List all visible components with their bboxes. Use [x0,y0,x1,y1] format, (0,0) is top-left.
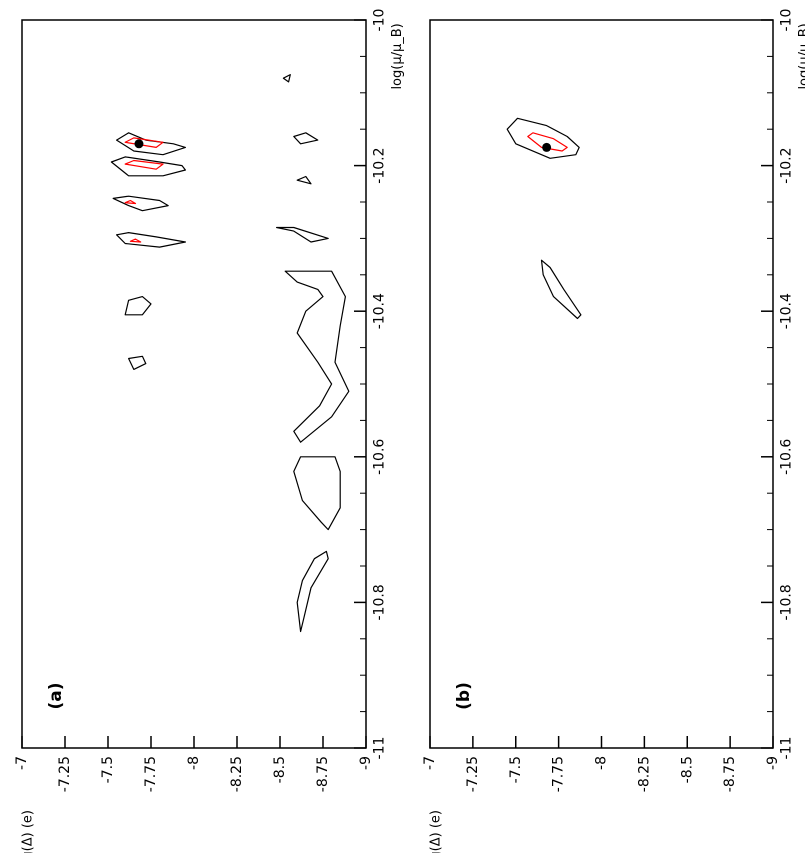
y-tick-label: -8 [594,756,610,770]
contour-inner [124,137,164,148]
x-tick-label: -10.2 [779,147,795,183]
x-tick-label: -10.4 [372,293,388,329]
contour-outer [293,456,341,531]
panel-label: (b) [454,682,474,710]
y-tick-label: -7.5 [508,756,524,783]
y-tick-label: -8.5 [679,756,695,783]
y-tick-label: -8.5 [272,756,288,783]
plot-frame [429,19,774,749]
x-tick-label: -11 [372,737,388,760]
y-tick-label: -7.75 [551,756,567,792]
contour-outer [540,259,582,320]
contour-outer [124,296,152,316]
panel-label: (a) [46,682,66,709]
contour-outer [284,270,350,443]
x-tick-label: -11 [779,737,795,760]
contour-outer [115,232,186,248]
contour-outer [112,195,169,212]
x-tick-label: -10.6 [779,439,795,475]
x-axis-label: log(μ/μ_B) [797,23,805,89]
contour-outer [110,156,186,177]
y-tick-label: -9 [358,756,374,770]
y-tick-label: -8.25 [636,756,652,792]
x-tick-label: -10.6 [372,439,388,475]
y-tick-label: -8.75 [315,756,331,792]
x-tick-label: -10.4 [779,293,795,329]
x-tick-label: -10 [372,9,388,32]
plot-frame [21,19,367,749]
y-tick-label: -9 [765,756,781,770]
y-tick-label: -7.5 [100,756,116,783]
contour-outer [128,355,147,370]
x-tick-label: -10.8 [779,584,795,620]
contour-outer [506,117,580,159]
contour-outer [293,132,319,145]
contour-outer [276,226,329,243]
y-tick-label: -7.25 [465,756,481,792]
best-fit-marker [134,139,144,149]
contour-inner [124,199,137,205]
contour-inner [124,159,164,170]
contour-inner [129,238,142,243]
contour-outer [296,550,329,633]
panel-a: -11 -10.8 -10.6 -10.4 -10.2 -10 -7 -7.25 -7.5 -7.… [14,9,405,853]
y-tick-label: -8.25 [229,756,245,792]
contour-outer [282,73,291,83]
x-tick-label: -10 [779,9,795,32]
best-fit-marker [542,142,552,152]
x-tick-label: -10.2 [372,147,388,183]
y-tick-label: -7.25 [57,756,73,792]
y-tick-label: -8 [186,756,202,770]
y-axis-label: log(Δ) (e) [21,810,36,853]
contour-outer [296,175,312,185]
contour-inner [527,132,568,152]
x-tick-label: -10.8 [372,584,388,620]
contour-outer [115,132,186,156]
x-axis-label: log(μ/μ_B) [390,23,405,89]
y-tick-label: -7.75 [143,756,159,792]
y-tick-label: -7 [14,756,30,770]
y-axis-label: log(Δ) (e) [429,810,444,853]
panel-b: -11 -10.8 -10.6 -10.4 -10.2 -10 -7 -7.25 -7.5 -7.… [422,9,805,853]
y-tick-label: -7 [422,756,438,770]
y-tick-label: -8.75 [722,756,738,792]
